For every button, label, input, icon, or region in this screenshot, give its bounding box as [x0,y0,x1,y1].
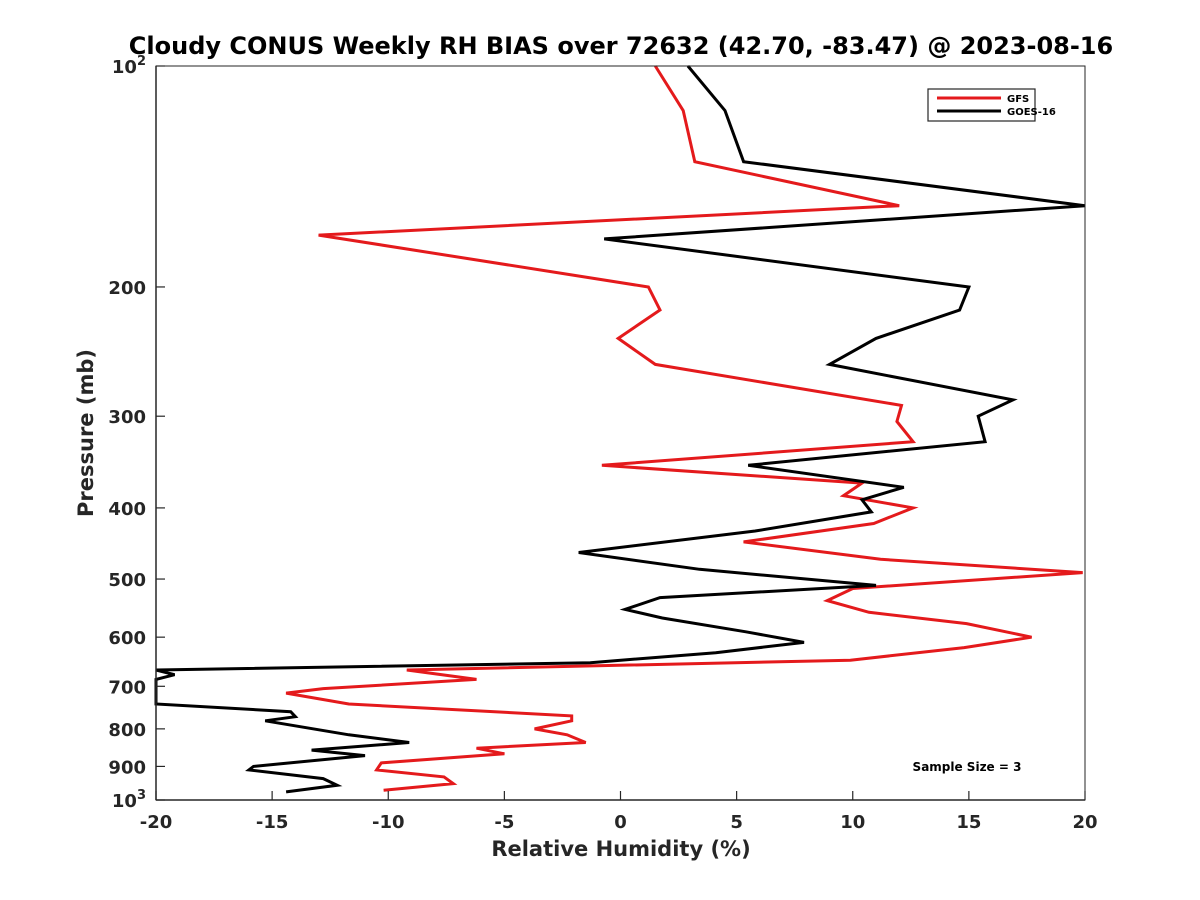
x-axis-label: Relative Humidity (%) [491,837,750,861]
y-tick-label: 200 [108,278,146,299]
y-tick-label: 600 [108,628,146,649]
x-tick-label: -5 [494,812,514,833]
y-tick-label: 500 [108,570,146,591]
plot-area [154,65,1086,801]
legend-label: GFS [1007,94,1029,105]
x-tick-label: -15 [256,812,289,833]
plot-frame [155,65,1086,801]
y-tick-label: 300 [108,407,146,428]
x-tick-label: 15 [956,812,981,833]
x-tick-label: 10 [840,812,865,833]
x-axis: -20 -15 -10 -5 0 5 10 15 20 [140,791,1098,833]
chart-title: Cloudy CONUS Weekly RH BIAS over 72632 (… [129,32,1113,60]
y-axis: 102 200 300 400 500 600 700 800 900 103 [108,54,165,812]
y-tick-label: 800 [108,720,146,741]
y-axis-label: Pressure (mb) [74,349,98,517]
y-tick-label: 103 [112,788,146,812]
x-tick-label: -10 [372,812,405,833]
series-line-goes-16 [154,65,1086,794]
x-tick-label: 5 [730,812,743,833]
y-tick-label: 400 [108,499,146,520]
sample-size-annotation: Sample Size = 3 [913,760,1022,774]
series-line-gfs [285,65,1083,792]
y-tick-label: 102 [112,54,146,78]
y-tick-label: 900 [108,757,146,778]
legend-label: GOES-16 [1007,107,1056,118]
x-tick-label: 20 [1072,812,1097,833]
x-tick-label: 0 [614,812,627,833]
series-layer [154,65,1086,794]
legend-box [927,88,1036,122]
legend: GFS GOES-16 [927,88,1056,122]
y-tick-label: 700 [108,677,146,698]
x-tick-label: -20 [140,812,173,833]
